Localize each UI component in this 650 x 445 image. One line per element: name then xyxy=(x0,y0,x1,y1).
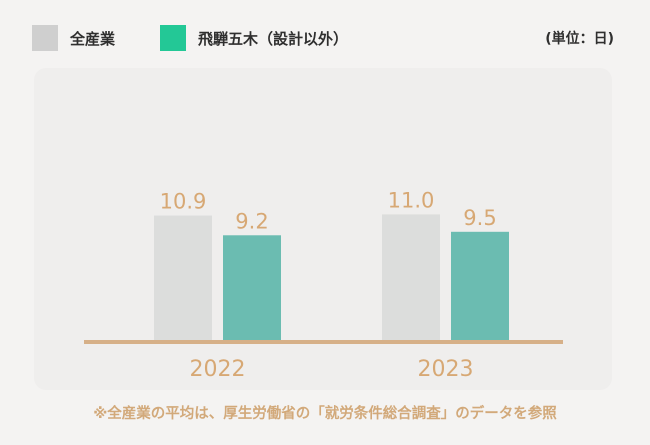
value-label-all-industries-2023: 11.0 xyxy=(388,188,435,212)
bar-all-industries-2023 xyxy=(382,214,440,342)
footnote: ※全産業の平均は、厚生労働省の「就労条件総合調査」のデータを参照 xyxy=(93,406,557,422)
value-labels-group: 10.9 9.2 11.0 9.5 xyxy=(160,188,497,233)
legend-item-all-industries: 全産業 xyxy=(32,25,115,51)
unit-label: (単位：日) xyxy=(545,31,614,47)
legend: 全産業 飛騨五木（設計以外） (単位：日) xyxy=(0,0,650,75)
legend-label-hida-goboku: 飛騨五木（設計以外） xyxy=(198,29,349,48)
value-label-hida-goboku-2022: 9.2 xyxy=(235,209,268,233)
legend-swatch-hida-goboku xyxy=(160,25,186,51)
bar-hida-goboku-2022 xyxy=(223,235,281,342)
category-label-2022: 2022 xyxy=(190,357,246,382)
category-label-2023: 2023 xyxy=(418,357,474,382)
legend-swatch-all-industries xyxy=(32,25,58,51)
bar-all-industries-2022 xyxy=(154,215,212,342)
legend-item-hida-goboku: 飛騨五木（設計以外） xyxy=(160,25,348,51)
category-labels-group: 2022 2023 xyxy=(190,357,474,382)
chart-panel: 10.9 9.2 11.0 9.5 2022 2023 xyxy=(34,68,612,390)
bars-group xyxy=(154,214,509,342)
bar-hida-goboku-2023 xyxy=(451,231,509,342)
legend-label-all-industries: 全産業 xyxy=(70,29,116,48)
value-label-all-industries-2022: 10.9 xyxy=(160,190,207,214)
bar-chart: 10.9 9.2 11.0 9.5 2022 2023 xyxy=(84,188,563,382)
value-label-hida-goboku-2023: 9.5 xyxy=(463,206,496,230)
